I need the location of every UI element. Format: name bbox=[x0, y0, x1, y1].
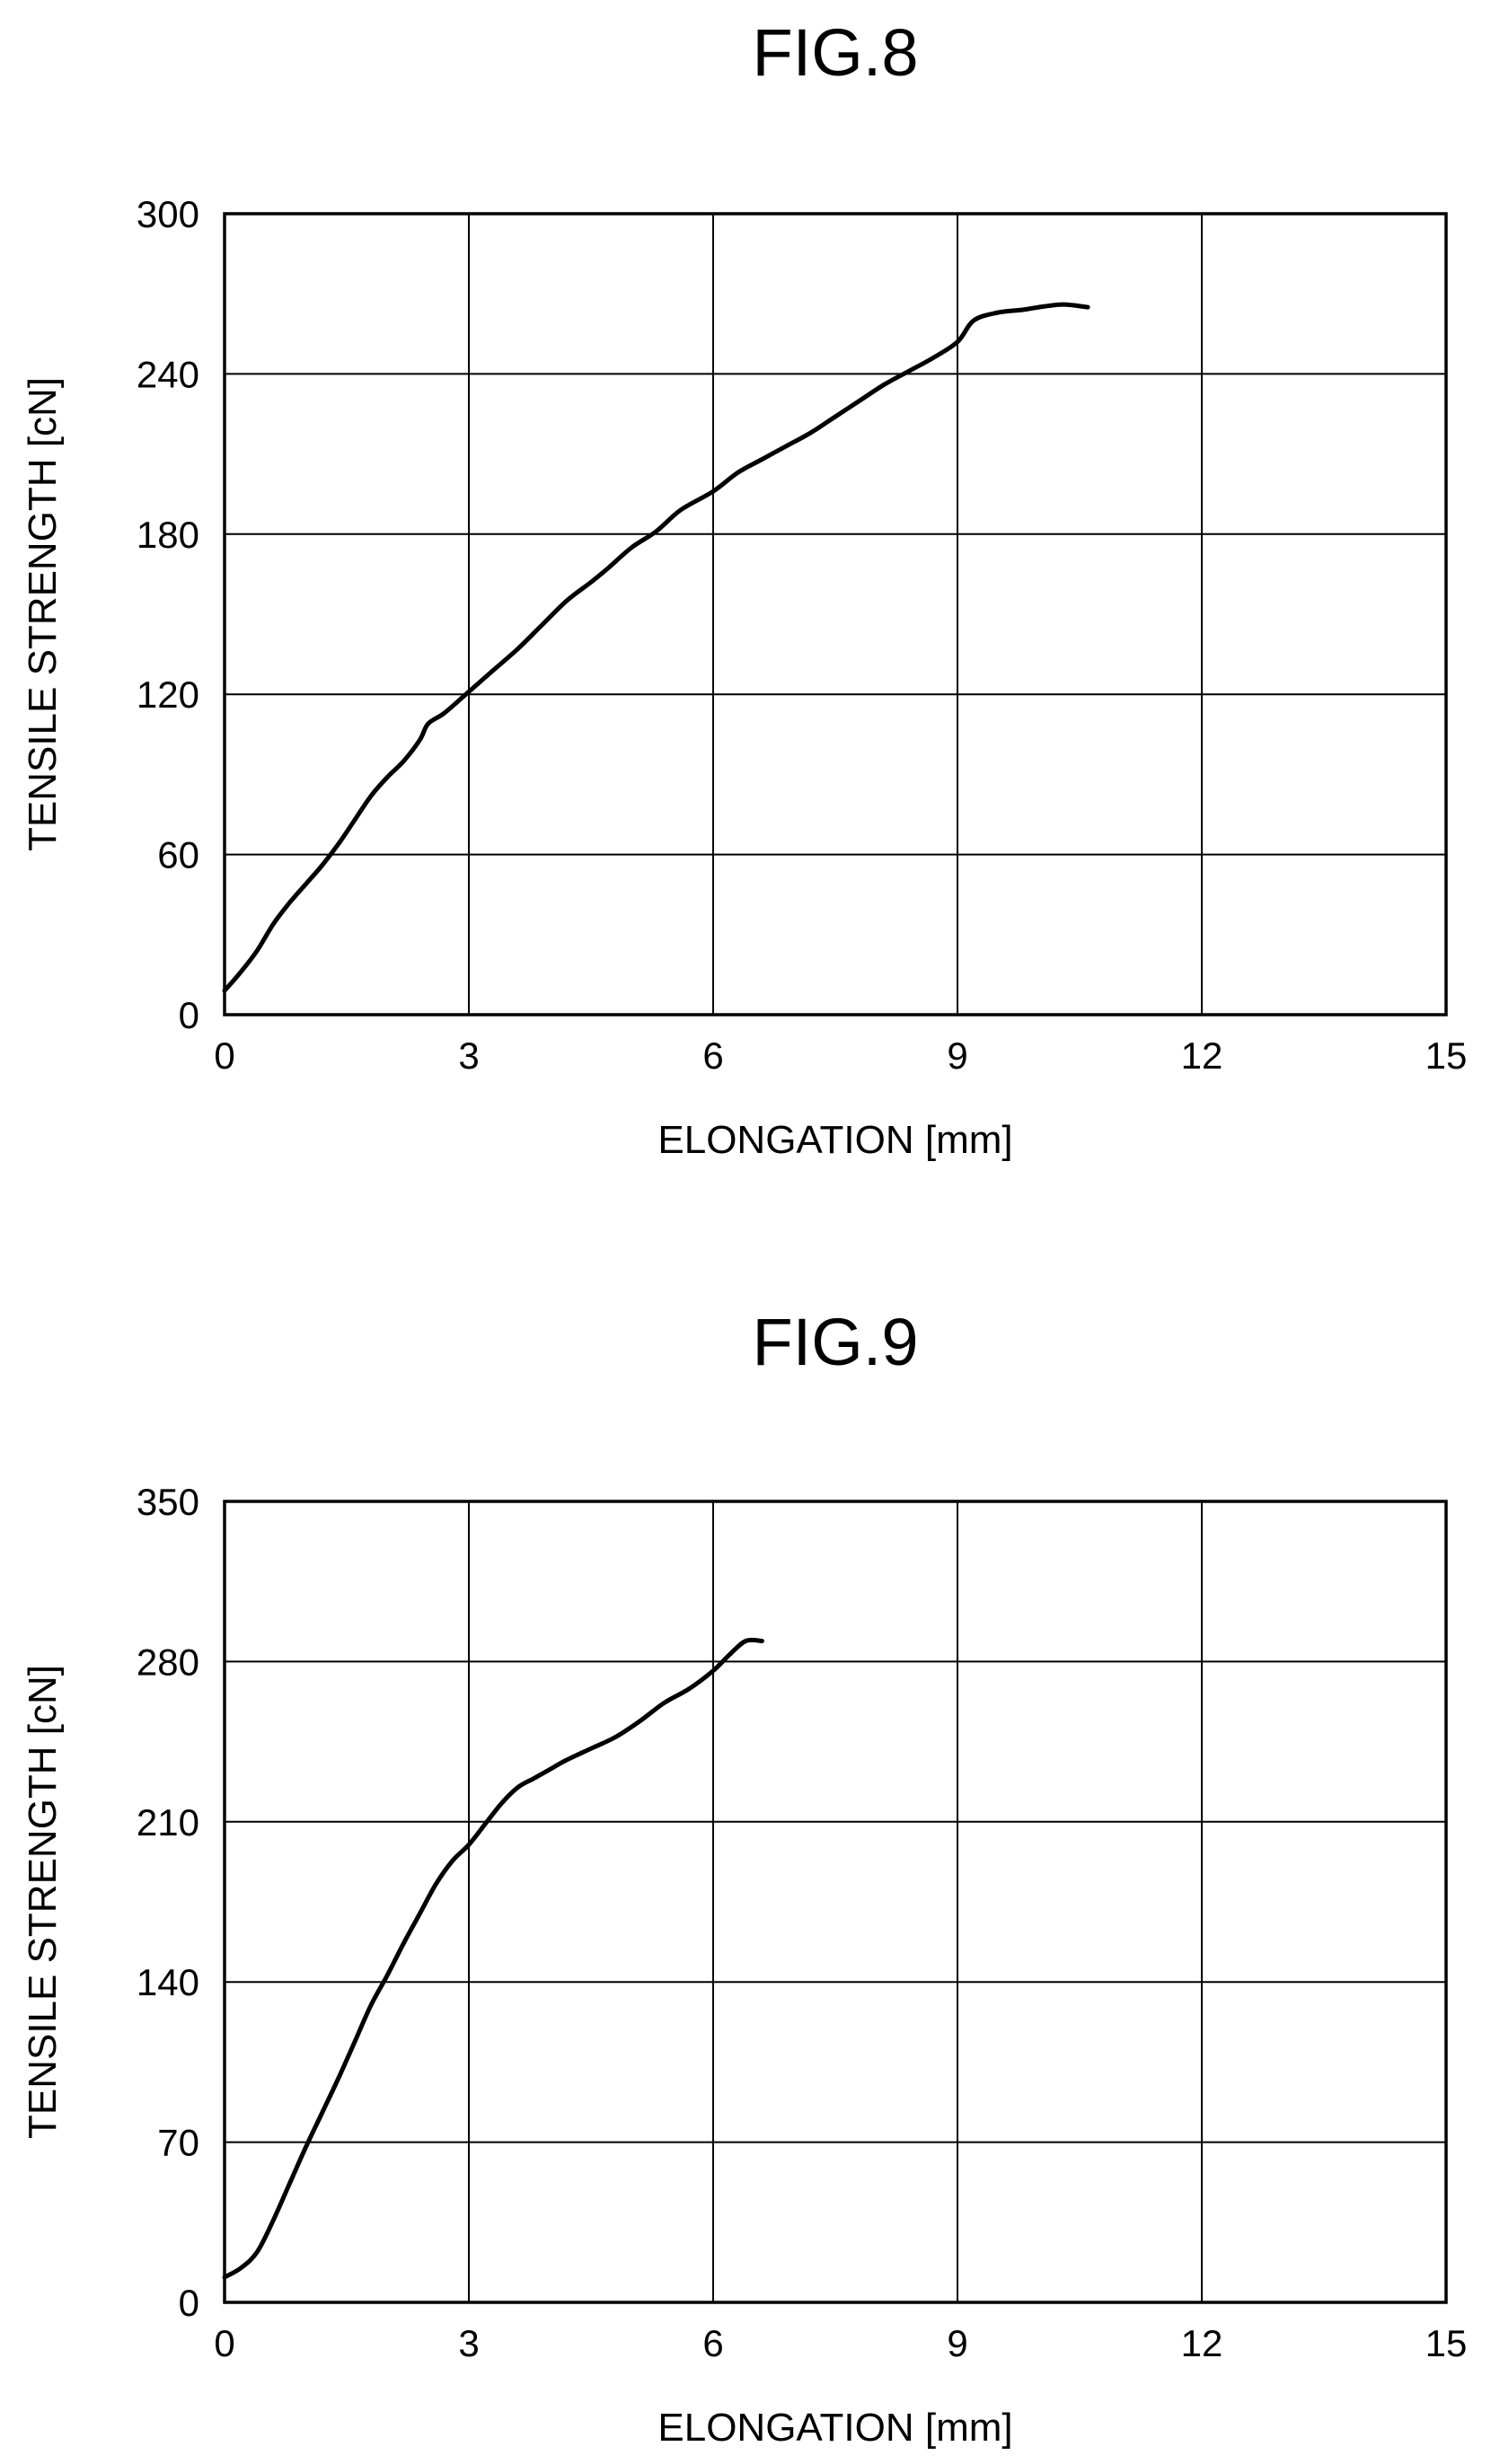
fig9-y-tick-label: 280 bbox=[137, 1641, 199, 1683]
fig9-y-tick-label: 210 bbox=[137, 1801, 199, 1844]
fig9-y-tick-label: 140 bbox=[137, 1961, 199, 2003]
fig9-gridlines bbox=[225, 1501, 1446, 2302]
fig8-x-tick-label: 3 bbox=[458, 1034, 479, 1077]
fig8-x-tick-label: 0 bbox=[214, 1034, 234, 1077]
fig8-plot-frame bbox=[223, 212, 1448, 1016]
fig8-x-tick-label: 9 bbox=[947, 1034, 967, 1077]
fig9-x-tick-label: 0 bbox=[214, 2322, 234, 2364]
fig8-gridlines bbox=[225, 214, 1446, 1015]
fig9-y-axis-label: TENSILE STRENGTH [cN] bbox=[21, 1665, 65, 2139]
fig9-y-tick-label: 0 bbox=[179, 2282, 199, 2324]
fig9-x-tick-label: 15 bbox=[1425, 2322, 1468, 2364]
fig8-data-curve bbox=[222, 302, 1090, 993]
fig9-x-tick-label: 12 bbox=[1181, 2322, 1223, 2364]
fig9-x-tick-label: 6 bbox=[702, 2322, 723, 2364]
fig8-y-tick-label: 60 bbox=[157, 834, 199, 876]
fig8-x-tick-label: 6 bbox=[702, 1034, 723, 1077]
fig8-y-tick-labels: 0 60 120 180 240 300 bbox=[137, 193, 199, 1036]
fig9-x-tick-labels: 0 3 6 9 12 15 bbox=[214, 2322, 1467, 2364]
chart-fig9: FIG.9 0 70 140 210 280 350 0 3 6 9 12 15 ELONGATIO… bbox=[21, 1305, 1467, 2450]
fig8-x-tick-label: 15 bbox=[1425, 1034, 1468, 1077]
fig8-y-tick-label: 240 bbox=[137, 353, 199, 395]
fig9-x-tick-label: 9 bbox=[947, 2322, 967, 2364]
fig8-y-tick-label: 180 bbox=[137, 514, 199, 556]
fig9-y-tick-label: 70 bbox=[157, 2122, 199, 2164]
fig9-title: FIG.9 bbox=[752, 1305, 918, 1379]
fig8-x-tick-label: 12 bbox=[1181, 1034, 1223, 1077]
fig8-x-tick-labels: 0 3 6 9 12 15 bbox=[214, 1034, 1467, 1077]
fig9-x-axis-label: ELONGATION [mm] bbox=[657, 2406, 1012, 2450]
fig8-y-tick-label: 0 bbox=[179, 994, 199, 1036]
fig8-x-axis-label: ELONGATION [mm] bbox=[657, 1118, 1012, 1162]
fig9-plot-frame bbox=[223, 1500, 1448, 2304]
chart-fig8: FIG.8 0 60 120 180 240 300 0 3 6 9 12 15 ELONGATIO… bbox=[21, 15, 1467, 1162]
fig8-title: FIG.8 bbox=[752, 15, 918, 90]
fig8-y-tick-label: 300 bbox=[137, 193, 199, 235]
fig9-x-tick-label: 3 bbox=[458, 2322, 479, 2364]
fig9-y-tick-label: 350 bbox=[137, 1481, 199, 1523]
fig9-y-tick-labels: 0 70 140 210 280 350 bbox=[137, 1481, 199, 2324]
fig9-data-curve bbox=[222, 1637, 764, 2280]
fig8-y-tick-label: 120 bbox=[137, 673, 199, 716]
fig8-y-axis-label: TENSILE STRENGTH [cN] bbox=[21, 377, 65, 851]
